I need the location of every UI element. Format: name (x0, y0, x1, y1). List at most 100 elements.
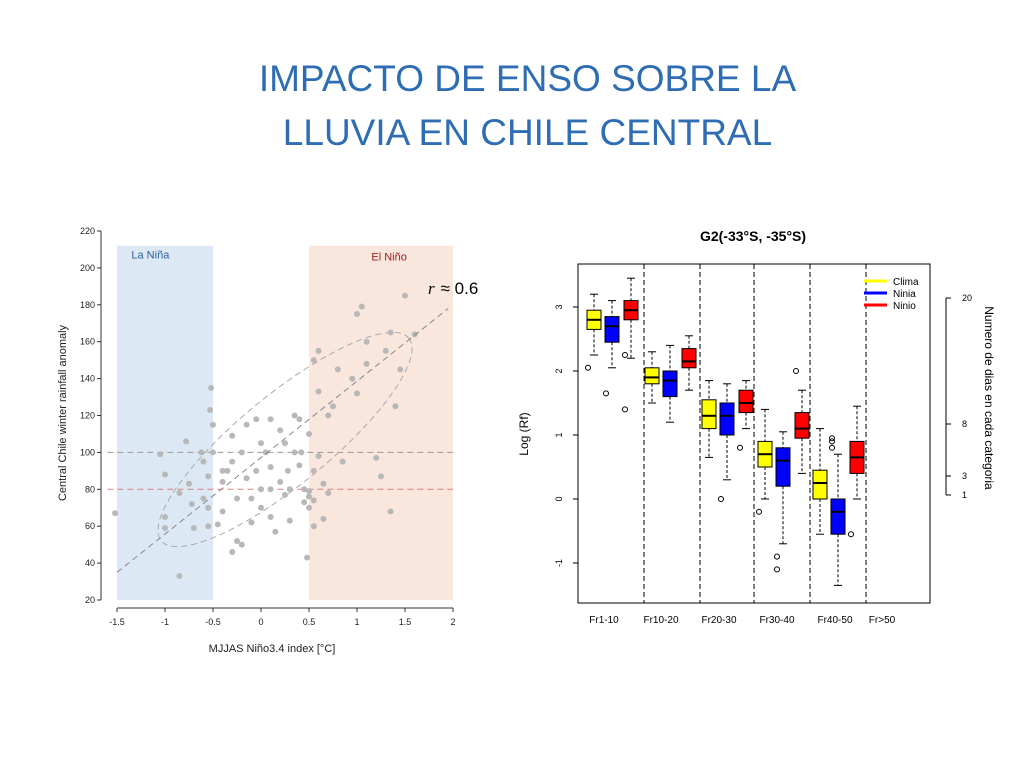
y-tick-label: 180 (80, 300, 95, 310)
boxplot-chart: G2(-33°S, -35°S) -1 0 1 2 3 Fr1-10 Fr10-20 Fr20… (517, 228, 996, 626)
la-nina-label: La Niña (131, 250, 170, 262)
x-axis-label: MJJAS Niño3.4 index [°C] (209, 643, 336, 655)
box-clima (585, 293, 602, 371)
x-tick-label: -1.5 (109, 617, 125, 627)
box-body (701, 399, 717, 430)
y-axis-label: Central Chile winter rainfall anomaly (57, 324, 69, 501)
x-tick-label: -0.5 (205, 617, 221, 627)
data-point (210, 421, 216, 428)
y-axis-label: Log (Rf) (517, 412, 531, 455)
data-point (392, 403, 399, 410)
outlier (829, 435, 835, 442)
data-point (387, 329, 394, 336)
x-tick-label: 2 (450, 617, 455, 627)
data-point (334, 366, 341, 373)
y-tick-label: 20 (85, 595, 95, 605)
y-tick-label: 80 (85, 484, 95, 494)
data-point (363, 338, 370, 345)
ellipse-outline (157, 331, 413, 548)
data-point (354, 311, 360, 318)
data-point (325, 412, 332, 419)
box-body (644, 367, 660, 385)
data-point (286, 486, 293, 493)
data-point (248, 495, 255, 502)
box-body (812, 469, 828, 500)
data-point (291, 412, 298, 419)
data-point (282, 440, 288, 447)
data-point (306, 430, 312, 437)
data-point (219, 508, 226, 515)
data-point (349, 375, 356, 382)
outlier (793, 368, 799, 374)
outlier (603, 390, 609, 397)
data-point (214, 521, 221, 528)
boxplot-title: G2(-33°S, -35°S) (700, 228, 806, 244)
data-point (387, 508, 394, 515)
data-point (253, 467, 260, 474)
data-point (306, 488, 312, 495)
data-point (224, 467, 231, 474)
legend-label: Clima (893, 277, 919, 288)
data-point (238, 541, 245, 548)
boxes (585, 277, 865, 586)
outlier (829, 438, 835, 445)
box-ninio (681, 335, 697, 391)
data-point (112, 510, 119, 517)
data-point (205, 523, 212, 530)
x-tick-label: Fr20-30 (701, 615, 736, 626)
data-point (176, 489, 183, 496)
x-tick-label: Fr40-50 (817, 615, 852, 626)
data-point (200, 458, 207, 465)
confidence-ellipse (157, 331, 413, 548)
legend-label: Ninia (893, 289, 916, 300)
box-ninio (622, 277, 639, 413)
data-point (262, 449, 269, 456)
x-tick-label: 1.5 (399, 617, 412, 627)
data-point (219, 478, 226, 485)
y-tick-label: 200 (80, 263, 95, 273)
data-point (286, 517, 293, 524)
data-point (397, 366, 404, 373)
data-point (298, 449, 305, 456)
data-point (229, 432, 236, 439)
y-tick-label: 0 (554, 496, 564, 501)
data-point (411, 331, 418, 338)
box-ninia (662, 344, 678, 423)
data-point (373, 454, 380, 461)
x-tick-label: Fr30-40 (759, 615, 794, 626)
box-body (662, 370, 678, 398)
box-ninia (718, 383, 735, 502)
y-tick-label: 60 (85, 521, 95, 531)
x-tick-label: -1 (161, 617, 169, 627)
data-point (315, 453, 322, 460)
outlier (829, 444, 835, 451)
slide-title-line2: LLUVIA EN CHILE CENTRAL (282, 112, 773, 153)
data-point (304, 554, 311, 561)
data-point (363, 360, 370, 367)
data-point (258, 504, 264, 511)
outlier (774, 566, 780, 573)
outlier (718, 496, 724, 502)
correlation-value: ≈ 0.6 (441, 279, 479, 298)
data-point (198, 449, 205, 456)
y-tick-label: 2 (554, 368, 564, 373)
data-point (315, 388, 322, 395)
x-tick-label: 1 (354, 617, 359, 627)
boxplot-axes: -1 0 1 2 3 Fr1-10 Fr10-20 Fr20-30 Fr30-40 Fr40-50… (554, 304, 896, 626)
data-point (325, 489, 332, 496)
data-point (229, 458, 236, 465)
data-point (301, 499, 308, 506)
scatter-plot: La Niña El Niño 204060801001201401601802… (57, 226, 478, 655)
correlation-symbol: r (428, 279, 435, 298)
outlier (848, 531, 854, 538)
data-point (315, 347, 322, 354)
data-point (210, 449, 216, 456)
data-point (301, 486, 308, 493)
data-point (320, 515, 327, 522)
data-point (162, 471, 168, 478)
right-axis: 1 3 8 20 (945, 293, 972, 500)
outlier (756, 508, 762, 515)
data-point (310, 497, 317, 504)
box-ninio (793, 368, 810, 474)
